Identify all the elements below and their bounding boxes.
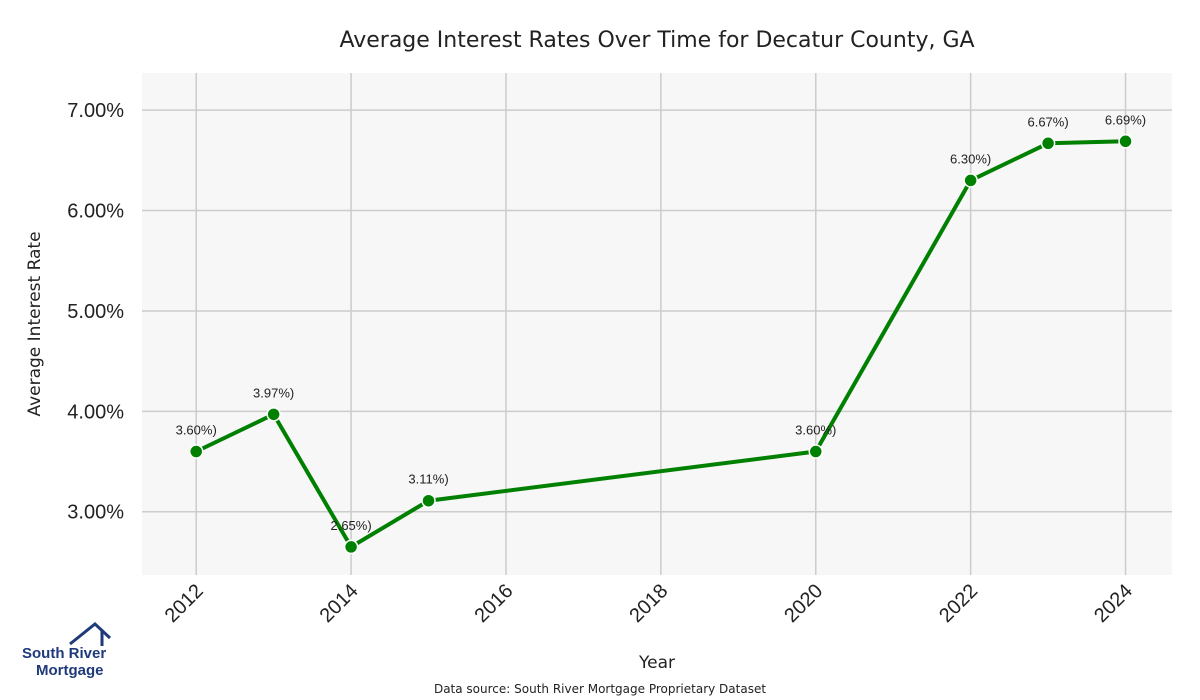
- data-point: [808, 444, 824, 459]
- chart-title: Average Interest Rates Over Time for Dec…: [339, 28, 974, 53]
- markers-layer: [188, 134, 1133, 555]
- y-tick-labels: 3.00% 4.00% 5.00% 6.00% 7.00%: [67, 100, 124, 524]
- y-axis-label: Average Interest Rate: [25, 231, 45, 416]
- y-tick-label: 6.00%: [67, 201, 124, 223]
- series-line: [194, 139, 1128, 549]
- plot-background: [142, 73, 1172, 575]
- logo-line-2: Mortgage: [36, 662, 104, 679]
- x-tick-labels: 2012 2014 2016 2018 2020 2022 2024: [161, 580, 1137, 627]
- data-source-note: Data source: South River Mortgage Propri…: [434, 682, 766, 696]
- data-label: 3.60%): [176, 423, 217, 438]
- data-label: 2.65%): [330, 518, 371, 533]
- x-tick-label: 2024: [1090, 580, 1137, 627]
- data-label: 6.67%): [1027, 114, 1068, 129]
- y-tick-label: 4.00%: [67, 401, 124, 423]
- house-roof-icon: [69, 622, 112, 646]
- data-point: [421, 493, 436, 508]
- data-point: [1118, 134, 1133, 149]
- data-label: 3.11%): [408, 472, 448, 487]
- logo-line-1: South River: [22, 645, 106, 662]
- data-label: 6.30%): [950, 151, 991, 166]
- x-axis-label: Year: [638, 653, 675, 673]
- data-labels-layer: 3.60%) 3.97%) 2.65%) 3.11%) 3.60%) 6.30%) 6.67…: [176, 112, 1147, 533]
- data-point: [343, 539, 359, 555]
- data-point: [1040, 136, 1056, 151]
- data-label: 3.97%): [253, 385, 294, 400]
- grid-layer: [142, 73, 1172, 575]
- data-point: [963, 173, 978, 188]
- x-tick-label: 2020: [780, 580, 827, 627]
- y-tick-label: 5.00%: [67, 301, 124, 323]
- series-line-layer: [194, 139, 1128, 549]
- x-tick-label: 2018: [625, 580, 672, 627]
- x-tick-label: 2016: [470, 580, 517, 627]
- y-tick-label: 3.00%: [67, 502, 124, 524]
- x-tick-label: 2014: [316, 580, 363, 627]
- y-tick-label: 7.00%: [67, 100, 124, 122]
- data-label: 6.69%): [1105, 112, 1146, 127]
- data-point: [188, 444, 204, 459]
- data-point: [266, 407, 281, 422]
- x-tick-label: 2022: [935, 580, 982, 627]
- data-label: 3.60%): [795, 423, 836, 438]
- x-tick-label: 2012: [161, 580, 208, 627]
- company-logo: South River Mortgage: [22, 622, 112, 679]
